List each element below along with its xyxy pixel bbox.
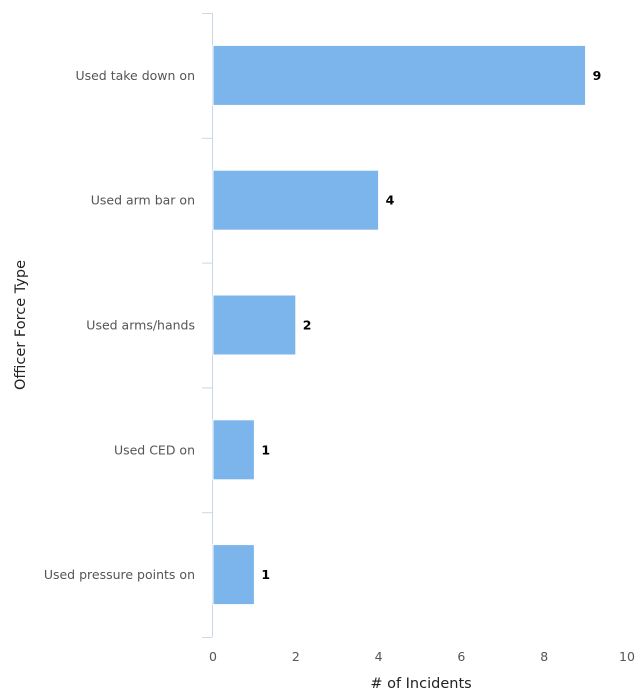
labels-layer: Used take down on 9 Used arm bar on 4 Used a… xyxy=(44,68,635,664)
x-tick-label: 6 xyxy=(457,649,465,664)
data-label: 2 xyxy=(303,318,312,333)
data-label: 9 xyxy=(593,68,602,83)
bar xyxy=(212,294,297,356)
x-tick-label: 8 xyxy=(540,649,548,664)
category-label: Used arm bar on xyxy=(91,193,195,208)
x-axis-title: # of Incidents xyxy=(370,676,471,692)
x-tick-label: 10 xyxy=(619,649,635,664)
category-label: Used pressure points on xyxy=(44,567,195,582)
x-tick-label: 2 xyxy=(292,649,300,664)
data-label: 1 xyxy=(261,442,270,457)
x-tick-label: 4 xyxy=(375,649,383,664)
data-label: 4 xyxy=(386,193,395,208)
bar xyxy=(212,544,255,606)
bar xyxy=(212,44,587,106)
category-label: Used CED on xyxy=(114,442,195,457)
x-tick-label: 0 xyxy=(209,649,217,664)
data-label: 1 xyxy=(261,567,270,582)
bar xyxy=(212,419,255,481)
category-label: Used take down on xyxy=(75,68,195,83)
y-axis-title: Officer Force Type xyxy=(13,260,29,390)
category-label: Used arms/hands xyxy=(86,318,195,333)
axis-layer xyxy=(202,13,213,638)
bar xyxy=(212,169,380,231)
bars-layer xyxy=(212,44,587,606)
